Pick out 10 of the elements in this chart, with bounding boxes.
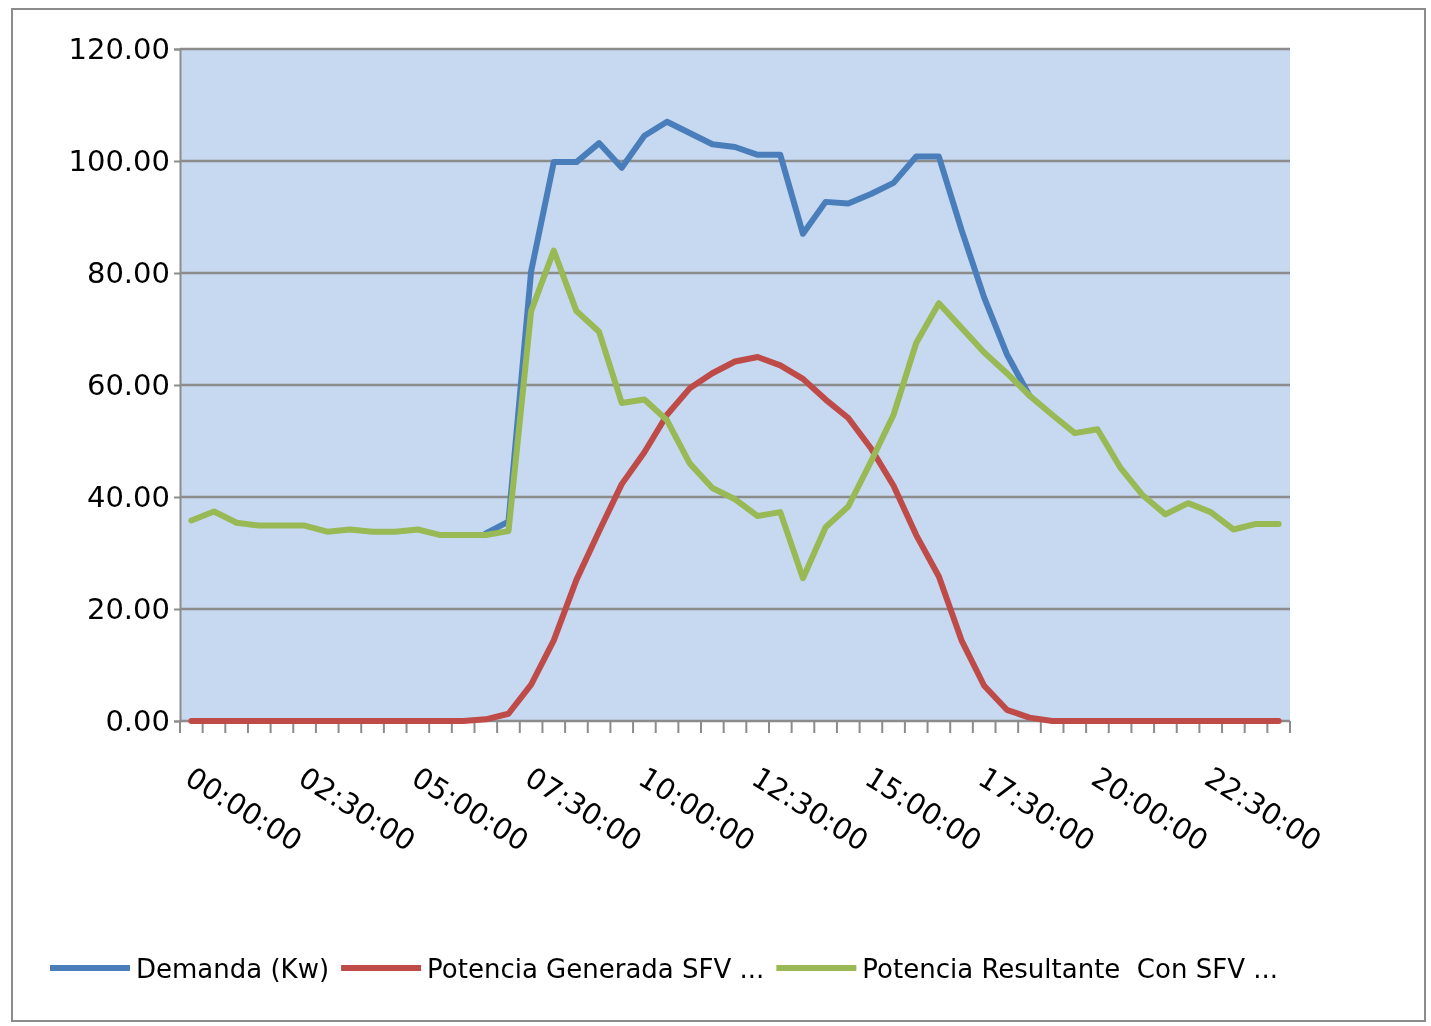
y-tick-label: 60.00 bbox=[86, 367, 170, 402]
legend-label: Potencia Generada SFV ... bbox=[427, 954, 765, 984]
y-tick-label: 20.00 bbox=[86, 591, 170, 626]
legend-label: Potencia Resultante Con SFV ... bbox=[862, 954, 1278, 984]
y-tick-label: 100.00 bbox=[68, 143, 170, 178]
y-tick-label: 40.00 bbox=[86, 479, 170, 514]
y-tick-label: 80.00 bbox=[86, 255, 170, 290]
y-tick-label: 120.00 bbox=[68, 31, 170, 66]
y-tick-label: 0.00 bbox=[105, 703, 170, 738]
legend-label: Demanda (Kw) bbox=[136, 954, 330, 984]
